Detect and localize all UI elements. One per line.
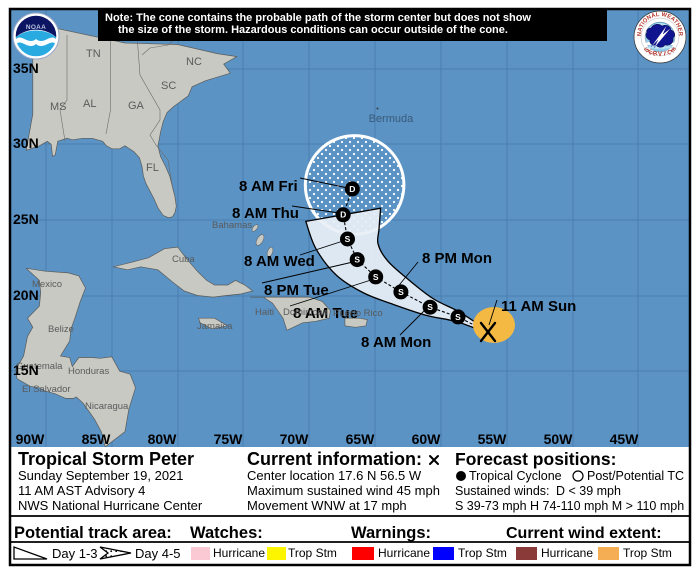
svg-text:Tropical Cyclone: Tropical Cyclone — [469, 469, 562, 483]
svg-text:70W: 70W — [280, 431, 310, 447]
svg-text:35N: 35N — [13, 60, 39, 76]
svg-text:Maximum sustained wind 45 mph: Maximum sustained wind 45 mph — [247, 483, 440, 498]
svg-text:D: D — [349, 184, 355, 194]
svg-text:55W: 55W — [478, 431, 508, 447]
svg-text:the size of the storm. Hazardo: the size of the storm. Hazardous conditi… — [118, 24, 508, 36]
svg-text:S: S — [345, 234, 351, 244]
svg-text:S: S — [373, 272, 379, 282]
svg-text:80W: 80W — [148, 431, 178, 447]
svg-text:Cuba: Cuba — [172, 254, 195, 265]
svg-text:Current wind extent:: Current wind extent: — [506, 525, 662, 542]
svg-text:8 PM Mon: 8 PM Mon — [422, 250, 492, 267]
svg-text:75W: 75W — [214, 431, 244, 447]
svg-text:50W: 50W — [544, 431, 574, 447]
svg-text:AL: AL — [83, 98, 96, 110]
svg-text:Current information:: Current information: — [247, 449, 422, 469]
svg-text:8 PM Tue: 8 PM Tue — [264, 282, 329, 299]
svg-text:Nicaragua: Nicaragua — [85, 401, 129, 412]
svg-text:Trop Stm: Trop Stm — [288, 546, 337, 560]
svg-text:S: S — [455, 312, 461, 322]
svg-text:Tropical Storm Peter: Tropical Storm Peter — [18, 449, 194, 469]
svg-text:15N: 15N — [13, 362, 39, 378]
svg-text:Honduras: Honduras — [68, 366, 109, 377]
svg-text:S 39-73 mph H 74-110 mph M >: S 39-73 mph H 74-110 mph M > 110 mph — [455, 499, 684, 513]
svg-text:Movement WNW at 17 mph: Movement WNW at 17 mph — [247, 498, 407, 513]
svg-text:SC: SC — [161, 80, 176, 92]
svg-text:8 AM Fri: 8 AM Fri — [239, 178, 298, 195]
svg-text:60W: 60W — [412, 431, 442, 447]
svg-text:Potential track area:: Potential track area: — [14, 524, 172, 542]
svg-text:Belize: Belize — [48, 324, 74, 335]
svg-text:20N: 20N — [13, 287, 39, 303]
svg-text:8 AM Mon: 8 AM Mon — [361, 334, 431, 351]
svg-text:Center location 17.6 N 56.5 W: Center location 17.6 N 56.5 W — [247, 468, 422, 483]
svg-text:Note: The cone contains the pr: Note: The cone contains the probable pat… — [105, 12, 531, 24]
svg-text:S: S — [354, 255, 360, 265]
svg-text:Trop Stm: Trop Stm — [623, 546, 672, 560]
svg-text:Forecast positions:: Forecast positions: — [455, 449, 616, 469]
svg-text:90W: 90W — [16, 431, 46, 447]
svg-text:65W: 65W — [346, 431, 376, 447]
svg-text:Dominican: Dominican — [283, 307, 328, 318]
svg-text:Post/Potential TC: Post/Potential TC — [587, 469, 684, 483]
svg-text:S: S — [427, 302, 433, 312]
svg-text:Hurricane: Hurricane — [541, 546, 593, 560]
svg-text:45W: 45W — [610, 431, 640, 447]
svg-text:Hurricane: Hurricane — [378, 546, 430, 560]
svg-text:11 AM Sun: 11 AM Sun — [501, 298, 576, 315]
svg-text:S: S — [398, 287, 404, 297]
svg-text:D: D — [340, 210, 346, 220]
svg-text:Sunday September 19, 2021: Sunday September 19, 2021 — [18, 468, 184, 483]
svg-text:Trop Stm: Trop Stm — [458, 546, 507, 560]
svg-text:GA: GA — [128, 100, 145, 112]
svg-text:NC: NC — [186, 56, 202, 68]
svg-text:11 AM AST Advisory 4: 11 AM AST Advisory 4 — [18, 483, 145, 498]
svg-text:NOAA: NOAA — [26, 24, 46, 31]
svg-text:Bermuda: Bermuda — [369, 113, 415, 125]
svg-text:MS: MS — [50, 101, 67, 113]
svg-text:El Salvador: El Salvador — [22, 384, 71, 395]
svg-text:85W: 85W — [82, 431, 112, 447]
svg-text:FL: FL — [146, 162, 159, 174]
svg-text:Day 1-3: Day 1-3 — [52, 546, 98, 561]
svg-text:30N: 30N — [13, 135, 39, 151]
svg-text:Day 4-5: Day 4-5 — [135, 546, 181, 561]
svg-text:25N: 25N — [13, 211, 39, 227]
svg-text:D < 39 mph: D < 39 mph — [556, 484, 621, 498]
svg-text:8 AM Wed: 8 AM Wed — [244, 253, 315, 270]
svg-text:Hurricane: Hurricane — [213, 546, 265, 560]
svg-text:NWS National Hurricane Center: NWS National Hurricane Center — [18, 498, 203, 513]
svg-text:Jamaica: Jamaica — [197, 321, 233, 332]
svg-text:TN: TN — [86, 48, 101, 60]
svg-text:Sustained winds:: Sustained winds: — [455, 484, 550, 498]
svg-text:Bahamas: Bahamas — [212, 220, 252, 231]
svg-text:Puerto Rico: Puerto Rico — [333, 308, 383, 319]
svg-text:Watches:: Watches: — [190, 524, 263, 542]
svg-text:Warnings:: Warnings: — [351, 524, 431, 542]
svg-text:Haiti: Haiti — [255, 307, 274, 318]
